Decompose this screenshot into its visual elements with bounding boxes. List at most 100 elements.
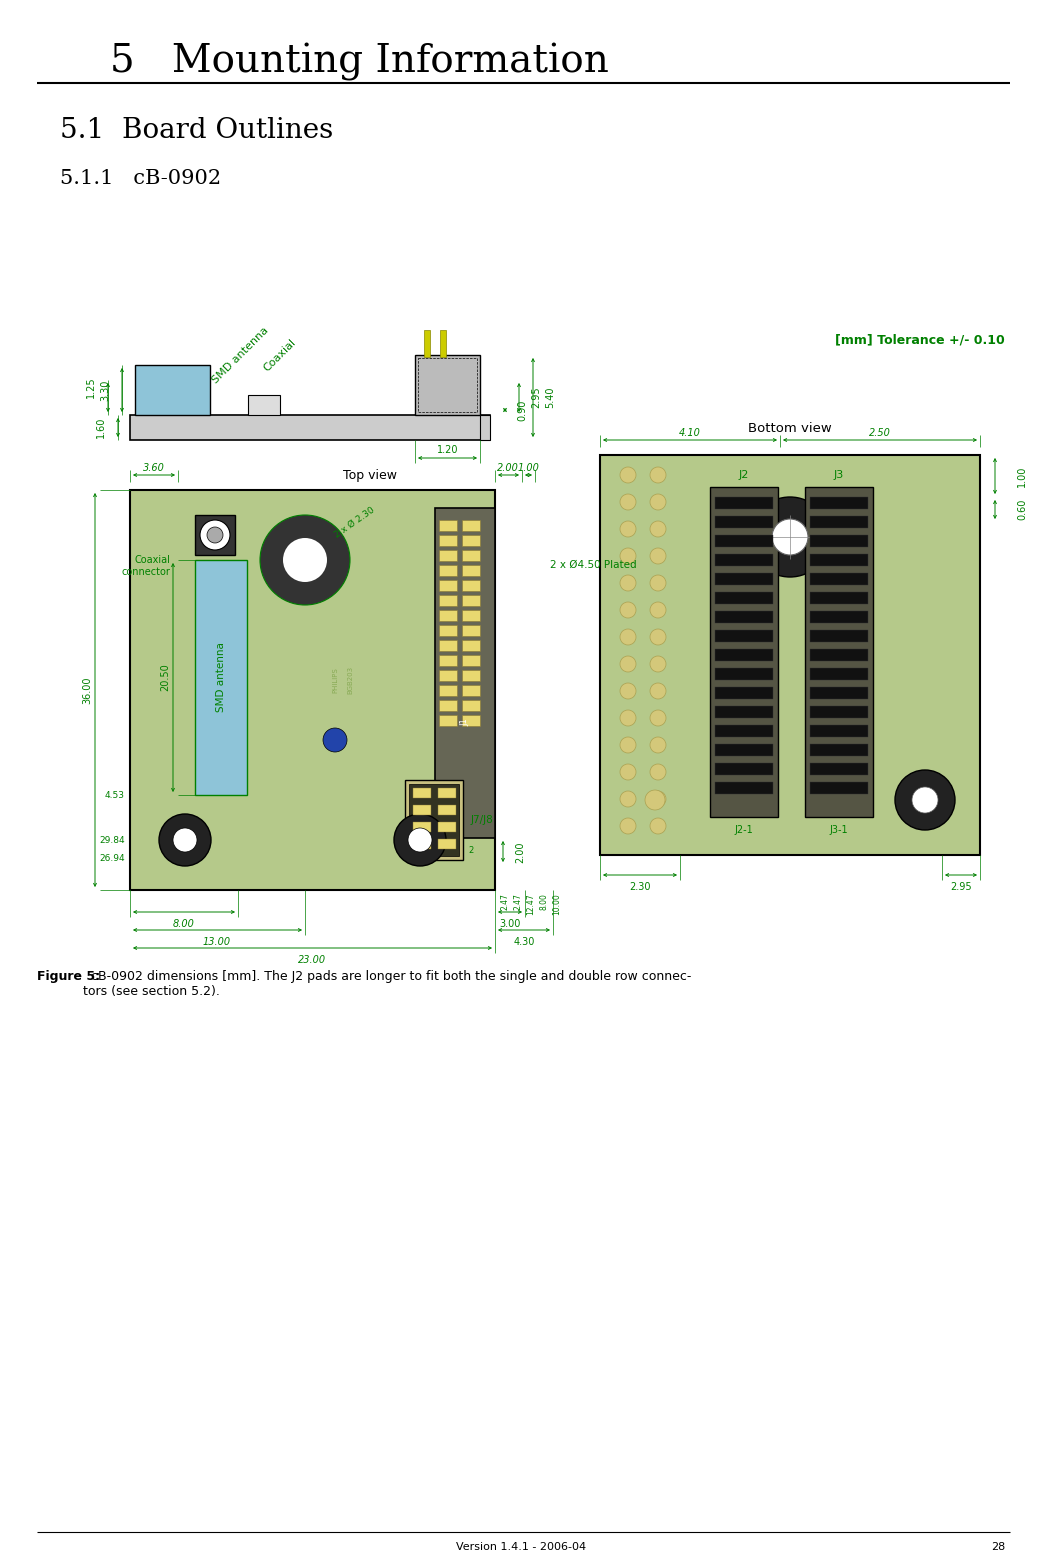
Bar	[715, 687, 773, 699]
Bar	[810, 573, 868, 585]
Bar	[480, 415, 490, 440]
Text: PHILIPS: PHILIPS	[332, 667, 338, 693]
Text: Top view: Top view	[343, 468, 397, 482]
Text: 1.60: 1.60	[96, 417, 106, 439]
Text: 2.30: 2.30	[629, 882, 651, 891]
Bar	[439, 624, 457, 635]
Text: 2 x Ø 2.30: 2 x Ø 2.30	[333, 504, 377, 539]
Bar	[413, 838, 431, 849]
Text: 2.50: 2.50	[869, 428, 891, 439]
Bar	[413, 823, 431, 832]
Bar	[715, 668, 773, 681]
Bar	[810, 649, 868, 660]
Text: 2.00: 2.00	[498, 464, 519, 473]
Text: SMD antenna: SMD antenna	[216, 643, 226, 712]
Bar	[439, 549, 457, 560]
Text: 2 x Ø4.50 Plated: 2 x Ø4.50 Plated	[550, 560, 636, 570]
Text: 12.47: 12.47	[527, 893, 535, 915]
Bar	[462, 595, 480, 606]
Text: [mm] Tolerance +/- 0.10: [mm] Tolerance +/- 0.10	[835, 334, 1005, 347]
Bar	[439, 595, 457, 606]
Bar	[462, 699, 480, 710]
Bar	[439, 656, 457, 667]
Bar	[462, 656, 480, 667]
Text: Coaxial
connector: Coaxial connector	[121, 556, 170, 576]
Circle shape	[620, 603, 636, 618]
Circle shape	[650, 684, 666, 699]
Circle shape	[645, 790, 665, 810]
Circle shape	[620, 656, 636, 671]
Bar	[715, 610, 773, 623]
Text: 1.20: 1.20	[437, 445, 458, 454]
Bar	[439, 670, 457, 681]
Text: 4.53: 4.53	[105, 790, 125, 799]
Bar	[462, 640, 480, 651]
Text: 2.00: 2.00	[515, 841, 525, 863]
Circle shape	[650, 493, 666, 510]
Circle shape	[650, 818, 666, 834]
Bar	[415, 354, 480, 415]
Bar	[418, 357, 477, 412]
Bar	[438, 788, 456, 798]
Text: Bottom view: Bottom view	[748, 421, 832, 436]
Circle shape	[200, 520, 231, 549]
Bar	[438, 838, 456, 849]
Bar	[810, 706, 868, 718]
Bar	[810, 610, 868, 623]
Circle shape	[912, 787, 938, 813]
Circle shape	[207, 528, 223, 543]
Circle shape	[650, 710, 666, 726]
Bar	[248, 395, 280, 415]
Bar	[462, 535, 480, 546]
Bar	[810, 745, 868, 756]
Text: Version 1.4.1 - 2006-04: Version 1.4.1 - 2006-04	[456, 1542, 586, 1552]
Circle shape	[650, 548, 666, 564]
Circle shape	[620, 574, 636, 592]
Bar	[715, 724, 773, 737]
Bar	[135, 365, 210, 415]
Circle shape	[620, 737, 636, 752]
Text: 0.90: 0.90	[517, 400, 527, 420]
Text: 2: 2	[468, 846, 474, 854]
Circle shape	[323, 727, 347, 752]
Text: 29.84: 29.84	[99, 835, 125, 845]
Bar	[810, 535, 868, 546]
Circle shape	[620, 493, 636, 510]
Text: 1.00: 1.00	[1017, 465, 1027, 487]
Text: J2: J2	[738, 470, 749, 479]
Text: 3.60: 3.60	[143, 464, 165, 473]
Bar	[130, 415, 490, 440]
Bar	[439, 565, 457, 576]
Bar	[805, 487, 873, 816]
Text: 2.47: 2.47	[513, 893, 523, 910]
Text: J1: J1	[461, 718, 469, 726]
Circle shape	[650, 603, 666, 618]
Text: 36.00: 36.00	[82, 676, 92, 704]
Text: 4.10: 4.10	[679, 428, 701, 439]
Circle shape	[620, 684, 636, 699]
Bar	[413, 805, 431, 815]
Text: SMD antenna: SMD antenna	[210, 325, 270, 386]
Circle shape	[650, 791, 666, 807]
Bar	[130, 490, 495, 890]
Text: 0.60: 0.60	[1017, 498, 1027, 520]
Text: BGB203: BGB203	[347, 667, 353, 695]
Bar	[438, 805, 456, 815]
Text: J3: J3	[833, 470, 844, 479]
Text: 23.00: 23.00	[298, 955, 326, 965]
Circle shape	[650, 737, 666, 752]
Bar	[715, 535, 773, 546]
Text: 3.00: 3.00	[500, 919, 520, 929]
Bar	[715, 631, 773, 642]
Bar	[715, 573, 773, 585]
Bar	[439, 685, 457, 696]
Bar	[462, 685, 480, 696]
Text: 5   Mounting Information: 5 Mounting Information	[110, 44, 609, 81]
Text: 5.1  Board Outlines: 5.1 Board Outlines	[60, 117, 334, 144]
Bar	[462, 549, 480, 560]
Text: cB-0902 dimensions [mm]. The J2 pads are longer to fit both the single and doubl: cB-0902 dimensions [mm]. The J2 pads are…	[83, 969, 692, 997]
Bar	[462, 581, 480, 592]
Bar	[810, 517, 868, 528]
Circle shape	[173, 827, 197, 852]
Bar	[439, 699, 457, 710]
